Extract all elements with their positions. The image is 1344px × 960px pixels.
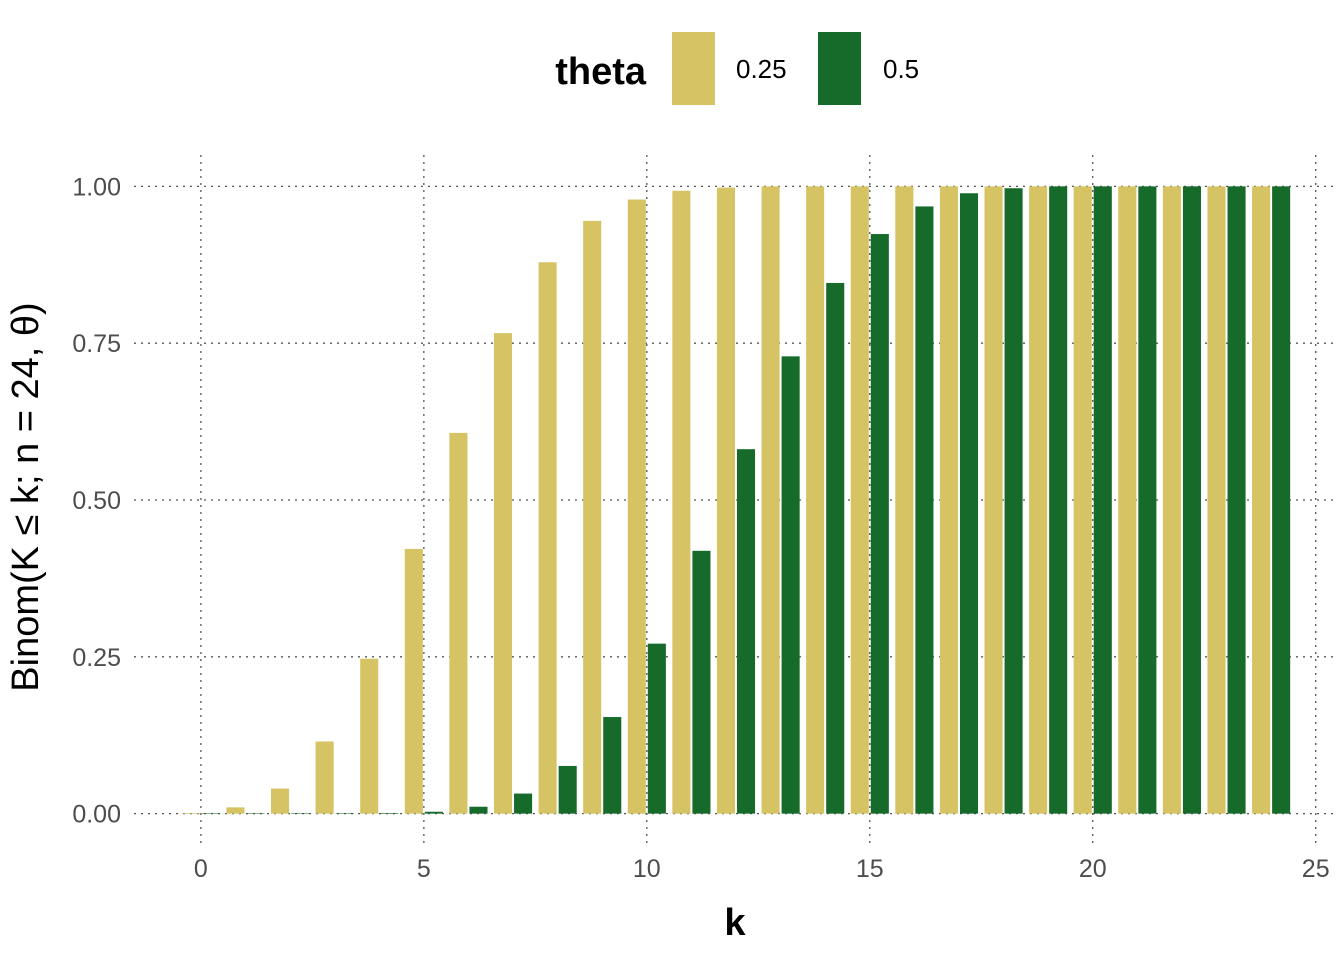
x-tick-label-5: 5 xyxy=(417,855,431,883)
bar-theta-0.5-k-5 xyxy=(424,811,443,814)
bar-theta-0.25-k-18 xyxy=(984,186,1003,814)
bar-theta-0.25-k-16 xyxy=(895,186,914,814)
bar-theta-0.25-k-1 xyxy=(226,807,245,814)
bar-theta-0.5-k-13 xyxy=(781,356,800,814)
bar-theta-0.25-k-17 xyxy=(939,186,958,814)
bar-theta-0.5-k-4 xyxy=(380,813,399,814)
x-tick-labels: 0 5 10 15 20 25 xyxy=(194,855,1330,883)
y-tick-labels: 0.00 0.25 0.50 0.75 1.00 xyxy=(72,173,121,828)
bar-theta-0.25-k-15 xyxy=(850,186,869,814)
legend-label-0.5: 0.5 xyxy=(883,54,919,84)
legend-title: theta xyxy=(555,51,647,93)
y-tick-label-1.00: 1.00 xyxy=(72,173,121,201)
bar-theta-0.5-k-20 xyxy=(1093,186,1112,814)
bar-theta-0.25-k-9 xyxy=(583,220,602,814)
legend-swatch-0.25 xyxy=(672,32,715,105)
x-tick-label-25: 25 xyxy=(1302,855,1330,883)
bar-theta-0.5-k-22 xyxy=(1182,186,1201,814)
bar-theta-0.25-k-6 xyxy=(449,432,468,814)
bar-theta-0.25-k-19 xyxy=(1029,186,1048,814)
bar-theta-0.5-k-16 xyxy=(915,206,934,814)
bar-theta-0.5-k-10 xyxy=(647,643,666,814)
bar-theta-0.5-k-19 xyxy=(1049,186,1068,814)
bar-theta-0.5-k-7 xyxy=(514,793,533,814)
bar-theta-0.25-k-10 xyxy=(627,199,646,814)
bar-theta-0.5-k-18 xyxy=(1004,188,1023,814)
gridlines xyxy=(134,155,1338,845)
bar-theta-0.5-k-3 xyxy=(335,813,354,814)
bar-theta-0.25-k-14 xyxy=(806,186,825,814)
legend: theta 0.25 0.5 xyxy=(555,32,919,105)
bar-theta-0.5-k-23 xyxy=(1227,186,1246,814)
x-tick-label-15: 15 xyxy=(856,855,884,883)
bar-theta-0.5-k-8 xyxy=(558,765,577,814)
x-tick-label-10: 10 xyxy=(633,855,661,883)
bar-theta-0.25-k-21 xyxy=(1118,186,1137,814)
bar-theta-0.25-k-3 xyxy=(315,741,334,814)
bar-theta-0.5-k-2 xyxy=(291,813,310,814)
bar-theta-0.5-k-17 xyxy=(959,193,979,814)
x-tick-label-20: 20 xyxy=(1079,855,1107,883)
y-tick-label-0.50: 0.50 xyxy=(72,487,121,515)
bar-theta-0.25-k-11 xyxy=(672,190,691,814)
bar-theta-0.25-k-22 xyxy=(1162,186,1181,814)
x-axis-title: k xyxy=(724,902,746,944)
bar-theta-0.25-k-7 xyxy=(493,333,513,814)
y-tick-label-0.00: 0.00 xyxy=(72,801,121,829)
bar-theta-0.25-k-20 xyxy=(1073,186,1092,814)
bar-theta-0.25-k-23 xyxy=(1207,186,1226,814)
bar-theta-0.5-k-15 xyxy=(870,234,889,814)
bar-theta-0.25-k-8 xyxy=(538,262,557,814)
legend-label-0.25: 0.25 xyxy=(736,54,787,84)
bar-theta-0.25-k-0 xyxy=(181,813,200,814)
bars xyxy=(181,186,1291,814)
bar-theta-0.5-k-1 xyxy=(246,813,265,814)
bar-theta-0.25-k-4 xyxy=(360,658,379,814)
y-tick-label-0.25: 0.25 xyxy=(72,644,121,672)
bar-theta-0.25-k-5 xyxy=(404,548,423,814)
x-tick-label-0: 0 xyxy=(194,855,208,883)
legend-swatch-0.5 xyxy=(818,32,861,105)
bar-theta-0.5-k-21 xyxy=(1138,186,1157,814)
bar-theta-0.5-k-6 xyxy=(469,806,488,814)
bar-theta-0.5-k-11 xyxy=(692,550,711,814)
bar-theta-0.25-k-2 xyxy=(271,788,290,814)
bar-theta-0.25-k-13 xyxy=(761,186,780,814)
y-tick-label-0.75: 0.75 xyxy=(72,330,121,358)
y-axis-title: Binom(K ≤ k; n = 24, θ) xyxy=(5,302,47,691)
bar-theta-0.5-k-0 xyxy=(201,813,220,814)
bar-theta-0.5-k-9 xyxy=(603,717,622,814)
bar-theta-0.25-k-24 xyxy=(1252,186,1271,814)
bar-theta-0.25-k-12 xyxy=(716,187,735,814)
bar-theta-0.5-k-24 xyxy=(1272,186,1291,814)
bar-theta-0.5-k-14 xyxy=(826,282,845,814)
bar-theta-0.5-k-12 xyxy=(737,449,756,814)
